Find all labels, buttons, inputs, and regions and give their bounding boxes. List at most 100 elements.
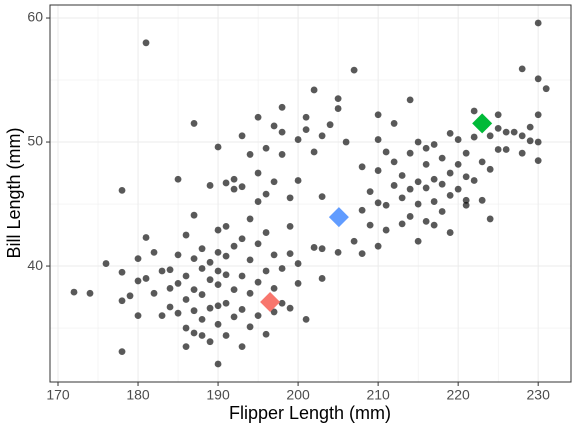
point [214, 302, 222, 310]
point [182, 324, 190, 332]
point [358, 250, 366, 258]
point [430, 141, 438, 148]
point [254, 198, 262, 205]
point [430, 198, 438, 205]
point [414, 200, 422, 208]
point [422, 144, 430, 152]
point [238, 343, 246, 351]
point [438, 180, 446, 188]
point [246, 215, 254, 223]
point [454, 185, 462, 193]
point [262, 144, 270, 152]
point [294, 260, 302, 267]
y-tick-label: 50 [27, 133, 43, 149]
point [310, 244, 318, 251]
x-tick-label: 180 [126, 387, 150, 403]
point [470, 177, 478, 184]
point [190, 329, 198, 337]
point [438, 154, 446, 162]
point [270, 284, 278, 292]
point [254, 240, 262, 248]
point [230, 313, 238, 321]
point [150, 289, 158, 297]
point [462, 196, 470, 204]
point [246, 323, 254, 331]
point [118, 348, 126, 356]
point [254, 113, 262, 121]
point [414, 138, 422, 146]
point [318, 275, 326, 282]
point [278, 128, 286, 136]
point [502, 146, 510, 153]
point [494, 124, 502, 132]
point [222, 271, 230, 279]
point [142, 275, 150, 282]
point [446, 191, 454, 199]
point [406, 149, 414, 157]
point [374, 199, 382, 207]
point [166, 284, 174, 292]
point [254, 278, 262, 286]
point [382, 226, 390, 234]
point [214, 320, 222, 328]
point [190, 307, 198, 315]
point [142, 234, 150, 241]
point [246, 151, 254, 158]
point [398, 194, 406, 202]
point [358, 206, 366, 214]
point [102, 260, 110, 267]
point [190, 286, 198, 294]
point [310, 86, 318, 94]
x-axis-label: Flipper Length (mm) [229, 403, 391, 423]
point [446, 229, 454, 236]
point [214, 360, 222, 368]
point [150, 249, 158, 256]
point [142, 39, 150, 47]
point [214, 267, 222, 275]
point [182, 231, 190, 239]
point [390, 182, 398, 189]
point [318, 193, 326, 201]
point [334, 249, 342, 256]
point [534, 75, 542, 83]
point [222, 299, 230, 307]
x-tick-label: 210 [366, 387, 390, 403]
point [294, 136, 302, 143]
point [374, 111, 382, 119]
point [222, 179, 230, 187]
point [542, 85, 550, 93]
point [350, 66, 358, 74]
point [278, 299, 286, 307]
point [190, 255, 198, 263]
point [398, 172, 406, 179]
x-tick-label: 190 [206, 387, 230, 403]
point [246, 289, 254, 297]
plot-background [50, 5, 571, 382]
point [198, 315, 206, 323]
point [334, 105, 342, 112]
point [470, 107, 478, 115]
point [166, 266, 174, 274]
point [398, 220, 406, 228]
point [494, 146, 502, 153]
point [174, 309, 182, 317]
point [222, 252, 230, 260]
point [286, 250, 294, 258]
point [174, 251, 182, 259]
point [238, 272, 246, 280]
point [406, 96, 414, 104]
point [318, 245, 326, 253]
point [350, 237, 358, 245]
point [534, 157, 542, 165]
point [158, 267, 166, 275]
point [510, 128, 518, 136]
point [214, 226, 222, 234]
point [462, 149, 470, 157]
point [206, 304, 214, 312]
point [318, 132, 326, 140]
point [486, 165, 494, 173]
point [422, 160, 430, 168]
point [526, 123, 534, 131]
point [166, 303, 174, 311]
